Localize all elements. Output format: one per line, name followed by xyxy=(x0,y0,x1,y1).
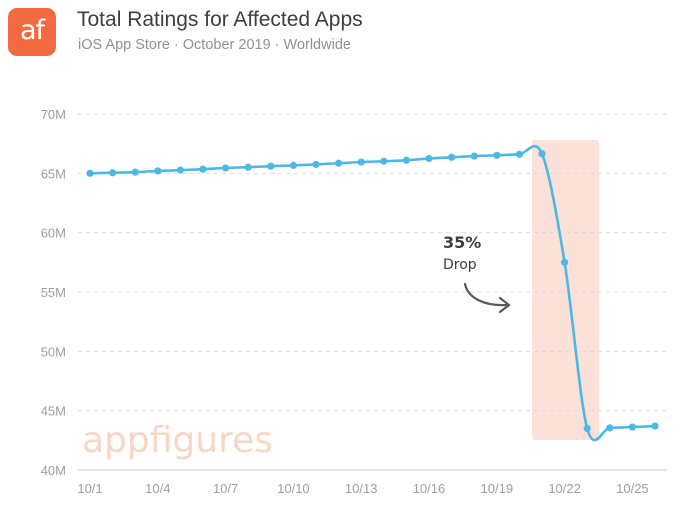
appfigures-logo: af xyxy=(8,8,56,56)
y-tick-label: 40M xyxy=(41,463,66,478)
data-point xyxy=(244,163,252,171)
data-point xyxy=(86,169,94,177)
x-tick-label: 10/16 xyxy=(413,481,446,496)
y-tick-label: 70M xyxy=(41,107,66,122)
data-point xyxy=(335,159,343,167)
curved-arrow-icon xyxy=(463,282,511,314)
x-tick-label: 10/13 xyxy=(345,481,378,496)
x-tick-label: 10/7 xyxy=(213,481,238,496)
data-point xyxy=(199,165,207,173)
y-tick-label: 65M xyxy=(41,166,66,181)
data-point xyxy=(380,157,388,165)
data-point xyxy=(651,422,659,430)
data-point xyxy=(561,258,569,266)
data-point xyxy=(312,160,320,169)
page-title: Total Ratings for Affected Apps xyxy=(77,8,363,31)
y-tick-label: 45M xyxy=(41,404,66,419)
data-point xyxy=(222,164,230,172)
x-tick-label: 10/19 xyxy=(481,481,514,496)
drop-highlight-band xyxy=(532,140,600,440)
data-point xyxy=(109,169,117,177)
x-tick-label: 10/10 xyxy=(277,481,310,496)
data-point xyxy=(425,154,433,163)
data-point xyxy=(470,152,478,160)
data-point xyxy=(493,151,501,159)
x-tick-label: 10/1 xyxy=(77,481,102,496)
drop-percent-label: 35% xyxy=(443,233,481,252)
appfigures-watermark: appfigures xyxy=(82,420,273,461)
data-point xyxy=(154,167,162,175)
data-point xyxy=(515,150,524,158)
data-point xyxy=(448,153,456,161)
data-point xyxy=(176,166,184,174)
data-point xyxy=(357,158,365,166)
data-point xyxy=(606,424,614,432)
y-tick-label: 60M xyxy=(41,226,66,241)
data-point xyxy=(131,168,139,176)
data-point xyxy=(289,161,297,169)
data-point xyxy=(267,162,275,170)
data-point xyxy=(583,424,591,433)
data-point xyxy=(402,156,410,164)
x-tick-label: 10/22 xyxy=(548,481,581,496)
data-point xyxy=(628,423,637,431)
x-tick-label: 10/4 xyxy=(145,481,170,496)
y-tick-label: 50M xyxy=(41,344,66,359)
drop-text-label: Drop xyxy=(443,257,477,273)
data-point xyxy=(538,150,546,158)
x-tick-label: 10/25 xyxy=(616,481,649,496)
y-tick-label: 55M xyxy=(41,285,66,300)
page-subtitle: iOS App Store · October 2019 · Worldwide xyxy=(78,37,351,53)
